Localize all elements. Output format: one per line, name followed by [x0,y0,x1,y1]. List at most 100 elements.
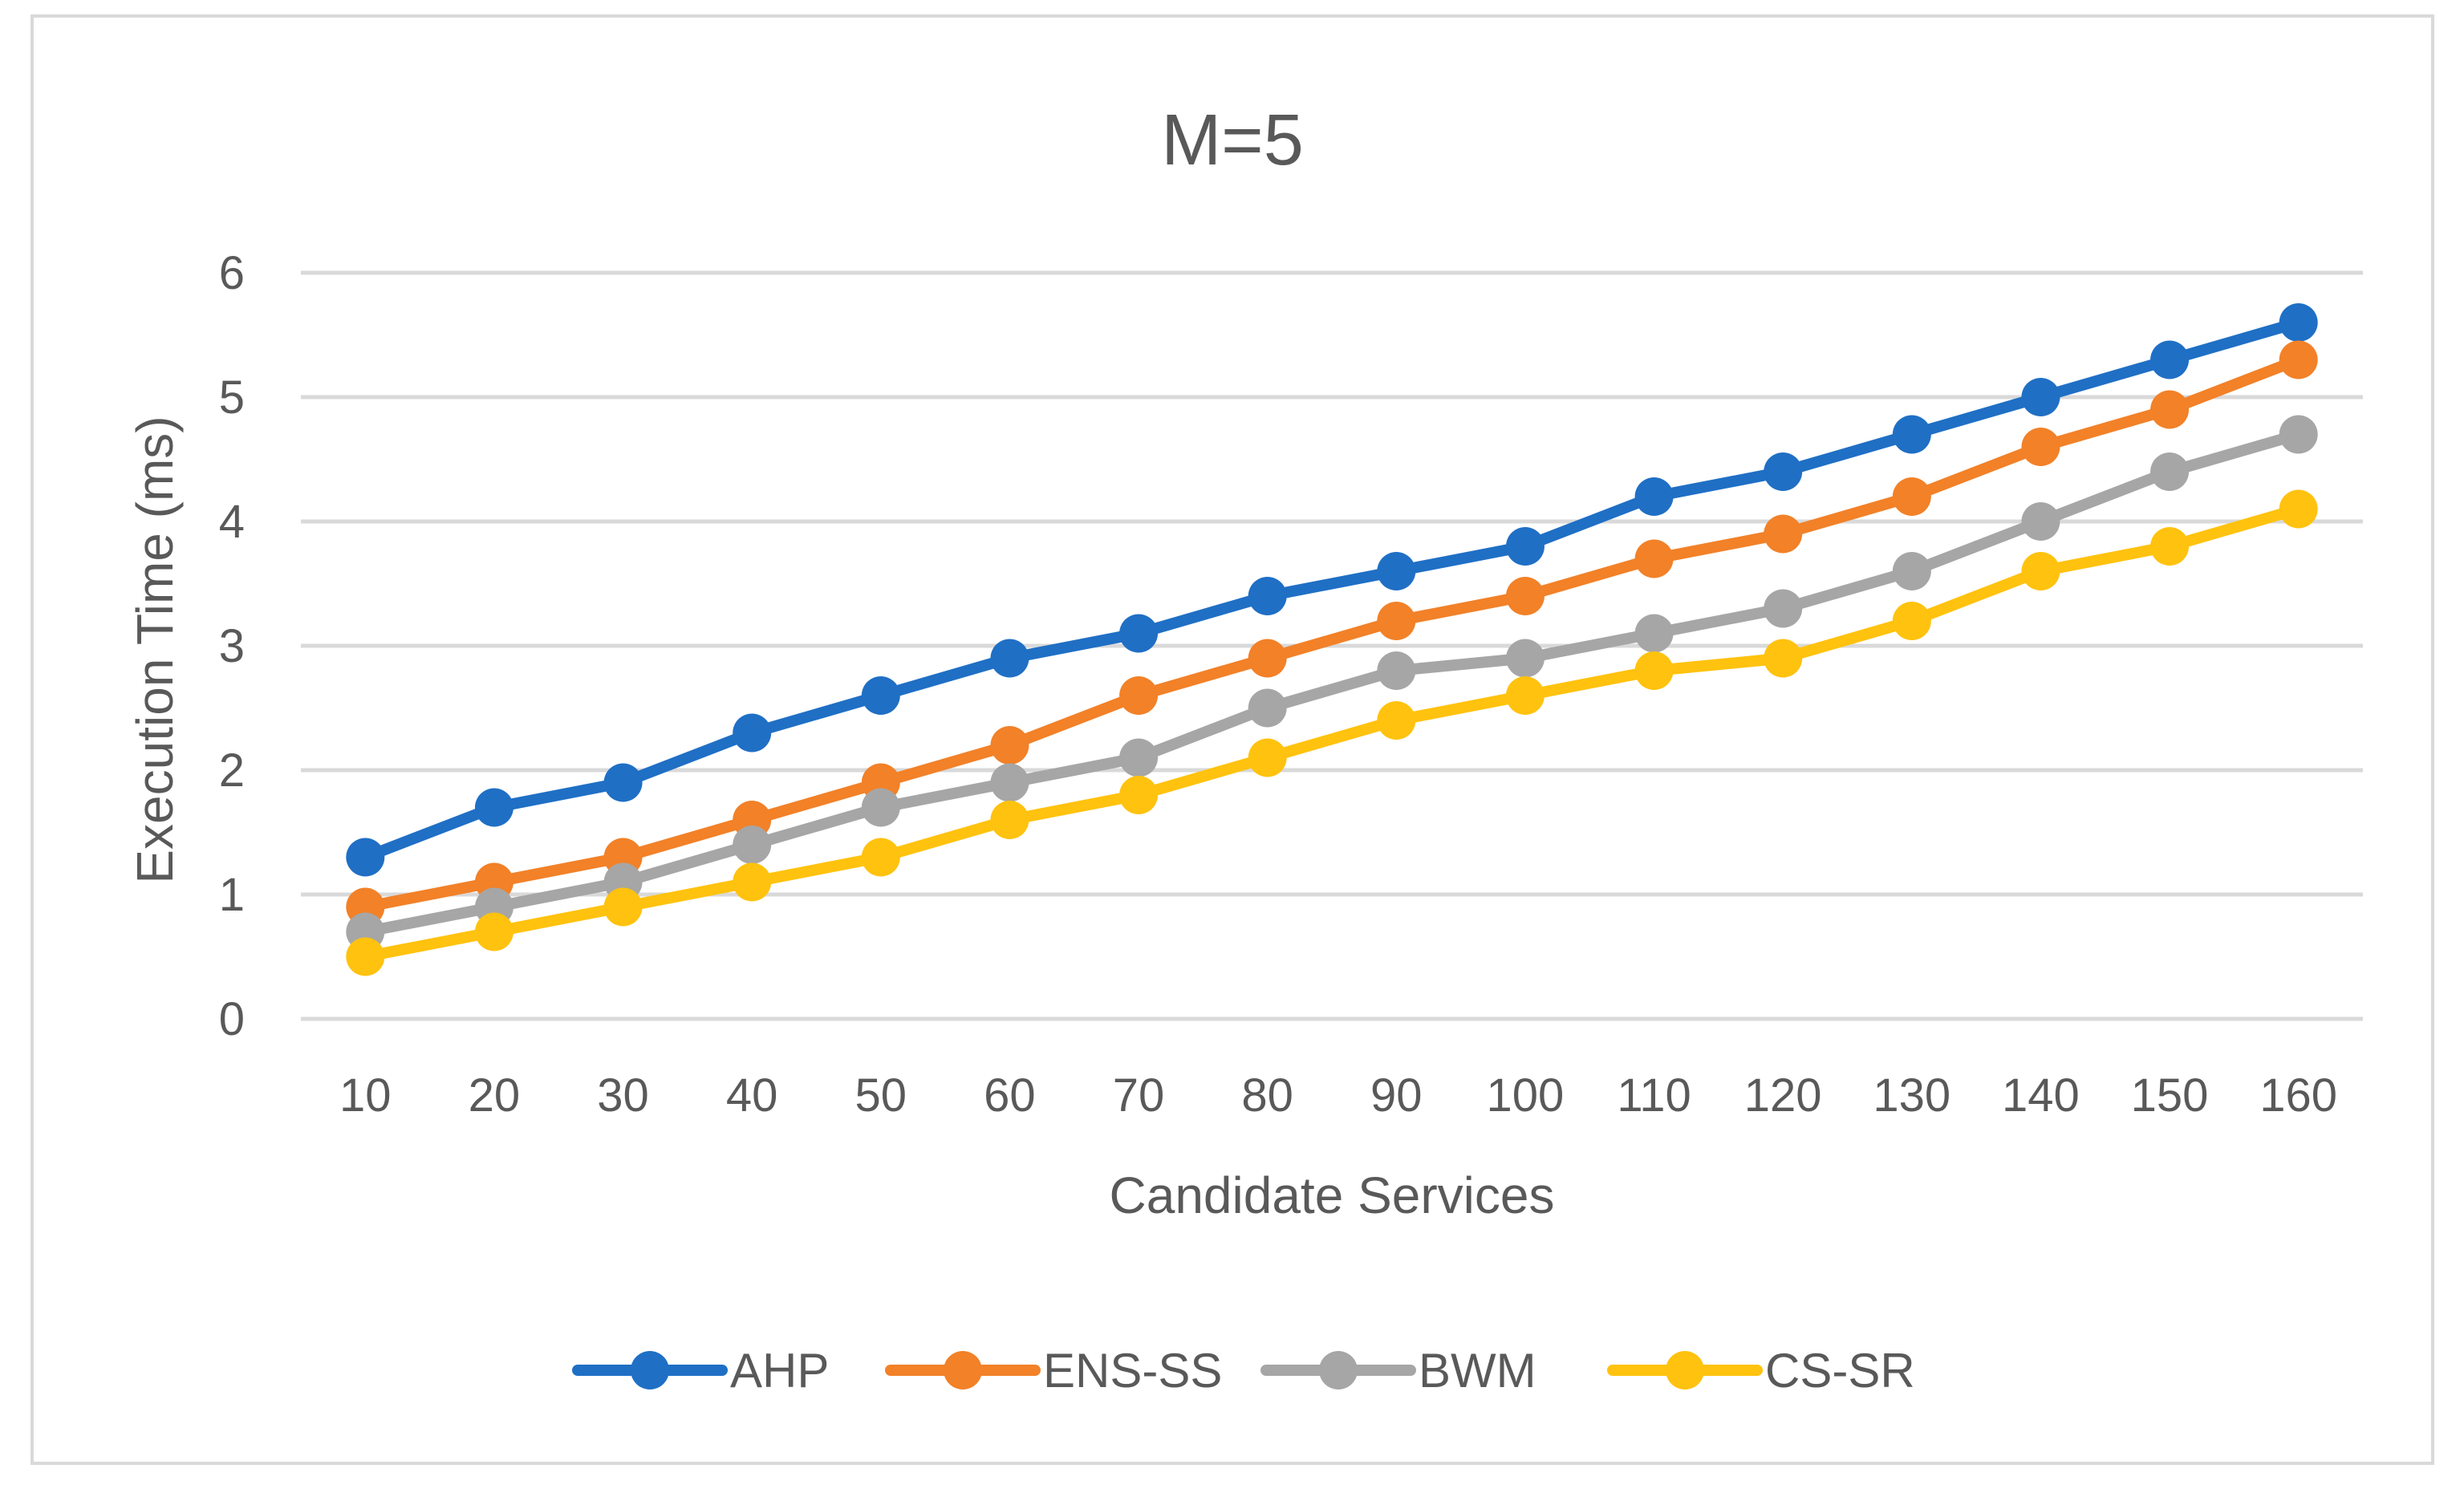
x-axis-label: Candidate Services [1110,1166,1555,1224]
x-tick-label: 140 [2002,1069,2080,1122]
data-point [1505,527,1545,566]
x-tick-label: 110 [1617,1069,1691,1122]
legend: AHP ENS-SS BWM CS-SR [572,1344,1915,1398]
data-point [1119,614,1159,653]
data-point [1505,676,1545,715]
data-point [1892,415,1931,454]
data-point [861,676,900,715]
x-tick-label: 100 [1487,1069,1565,1122]
series-line [359,428,2304,938]
y-tick-label: 3 [219,620,245,672]
legend-label: ENS-SS [1043,1344,1222,1398]
data-point [603,887,643,927]
data-point [1119,776,1159,814]
legend-item-ens-ss: ENS-SS [885,1344,1222,1398]
x-tick-label: 30 [597,1069,649,1122]
x-tick-label: 20 [469,1069,521,1122]
x-tick-label: 150 [2131,1069,2209,1122]
data-point [1764,589,1803,628]
data-point [990,763,1029,802]
data-point [2279,489,2318,529]
data-point [603,763,643,802]
series-layer [346,303,2318,976]
data-point [346,838,385,877]
data-point [474,788,514,827]
legend-label: AHP [730,1344,829,1398]
data-point [990,726,1029,765]
legend-swatch-marker [631,1351,669,1389]
x-tick-label: 160 [2259,1069,2337,1122]
data-point [733,826,772,864]
y-tick-label: 5 [219,371,245,424]
data-point [1119,738,1159,777]
legend-swatch-marker [1666,1351,1704,1389]
chart-frame [30,14,2434,1465]
data-point [733,862,772,902]
data-point [2150,527,2190,566]
data-point [1764,452,1803,491]
x-tick-label: 120 [1744,1069,1822,1122]
data-point [2021,428,2060,466]
y-axis-ticks: 0 1 2 3 4 5 6 [219,247,245,1045]
data-point [1248,639,1287,678]
legend-swatch-marker [1319,1351,1358,1389]
data-point [1764,514,1803,554]
data-point [1634,539,1674,578]
series-ens-ss [346,340,2318,927]
legend-label: BWM [1419,1344,1536,1398]
x-tick-label: 130 [1873,1069,1950,1122]
data-point [990,801,1029,839]
data-point [2150,452,2190,491]
y-tick-label: 4 [219,496,245,548]
x-tick-label: 60 [984,1069,1036,1122]
data-point [1119,676,1159,715]
data-point [2279,303,2318,342]
y-tick-label: 2 [219,744,245,797]
x-tick-label: 90 [1370,1069,1423,1122]
data-point [474,912,514,951]
series-ahp [346,303,2318,877]
x-tick-label: 40 [726,1069,778,1122]
x-tick-label: 50 [855,1069,907,1122]
data-point [1892,552,1931,590]
data-point [2279,415,2318,454]
y-tick-label: 0 [219,993,245,1045]
data-point [733,713,772,753]
data-point [861,838,900,877]
legend-item-cs-sr: CS-SR [1607,1344,1915,1398]
data-point [1505,577,1545,615]
data-point [346,937,385,976]
data-point [990,639,1029,678]
x-tick-label: 80 [1241,1069,1293,1122]
data-point [2279,340,2318,379]
y-tick-label: 6 [219,247,245,299]
gridlines [301,270,2363,1021]
x-tick-label: 70 [1113,1069,1165,1122]
y-tick-label: 1 [219,869,245,921]
legend-swatch-marker [944,1351,982,1389]
legend-item-ahp: AHP [572,1344,829,1398]
data-point [1248,577,1287,615]
data-point [1377,552,1416,590]
data-point [1248,688,1287,728]
series-line [359,503,2304,963]
series-line [359,317,2304,863]
legend-label: CS-SR [1765,1344,1915,1398]
legend-item-bwm: BWM [1260,1344,1536,1398]
data-point [1248,738,1287,777]
x-tick-label: 10 [339,1069,392,1122]
data-point [1634,614,1674,653]
y-axis-label: Execution Time (ms) [126,416,184,883]
data-point [2150,390,2190,429]
chart-title: M=5 [1161,100,1304,181]
data-point [2021,378,2060,416]
data-point [2021,552,2060,590]
data-point [861,788,900,827]
data-point [1892,477,1931,516]
data-point [1764,639,1803,678]
data-point [1634,477,1674,516]
series-cs-sr [346,489,2318,976]
data-point [2150,340,2190,379]
series-line [359,354,2304,913]
